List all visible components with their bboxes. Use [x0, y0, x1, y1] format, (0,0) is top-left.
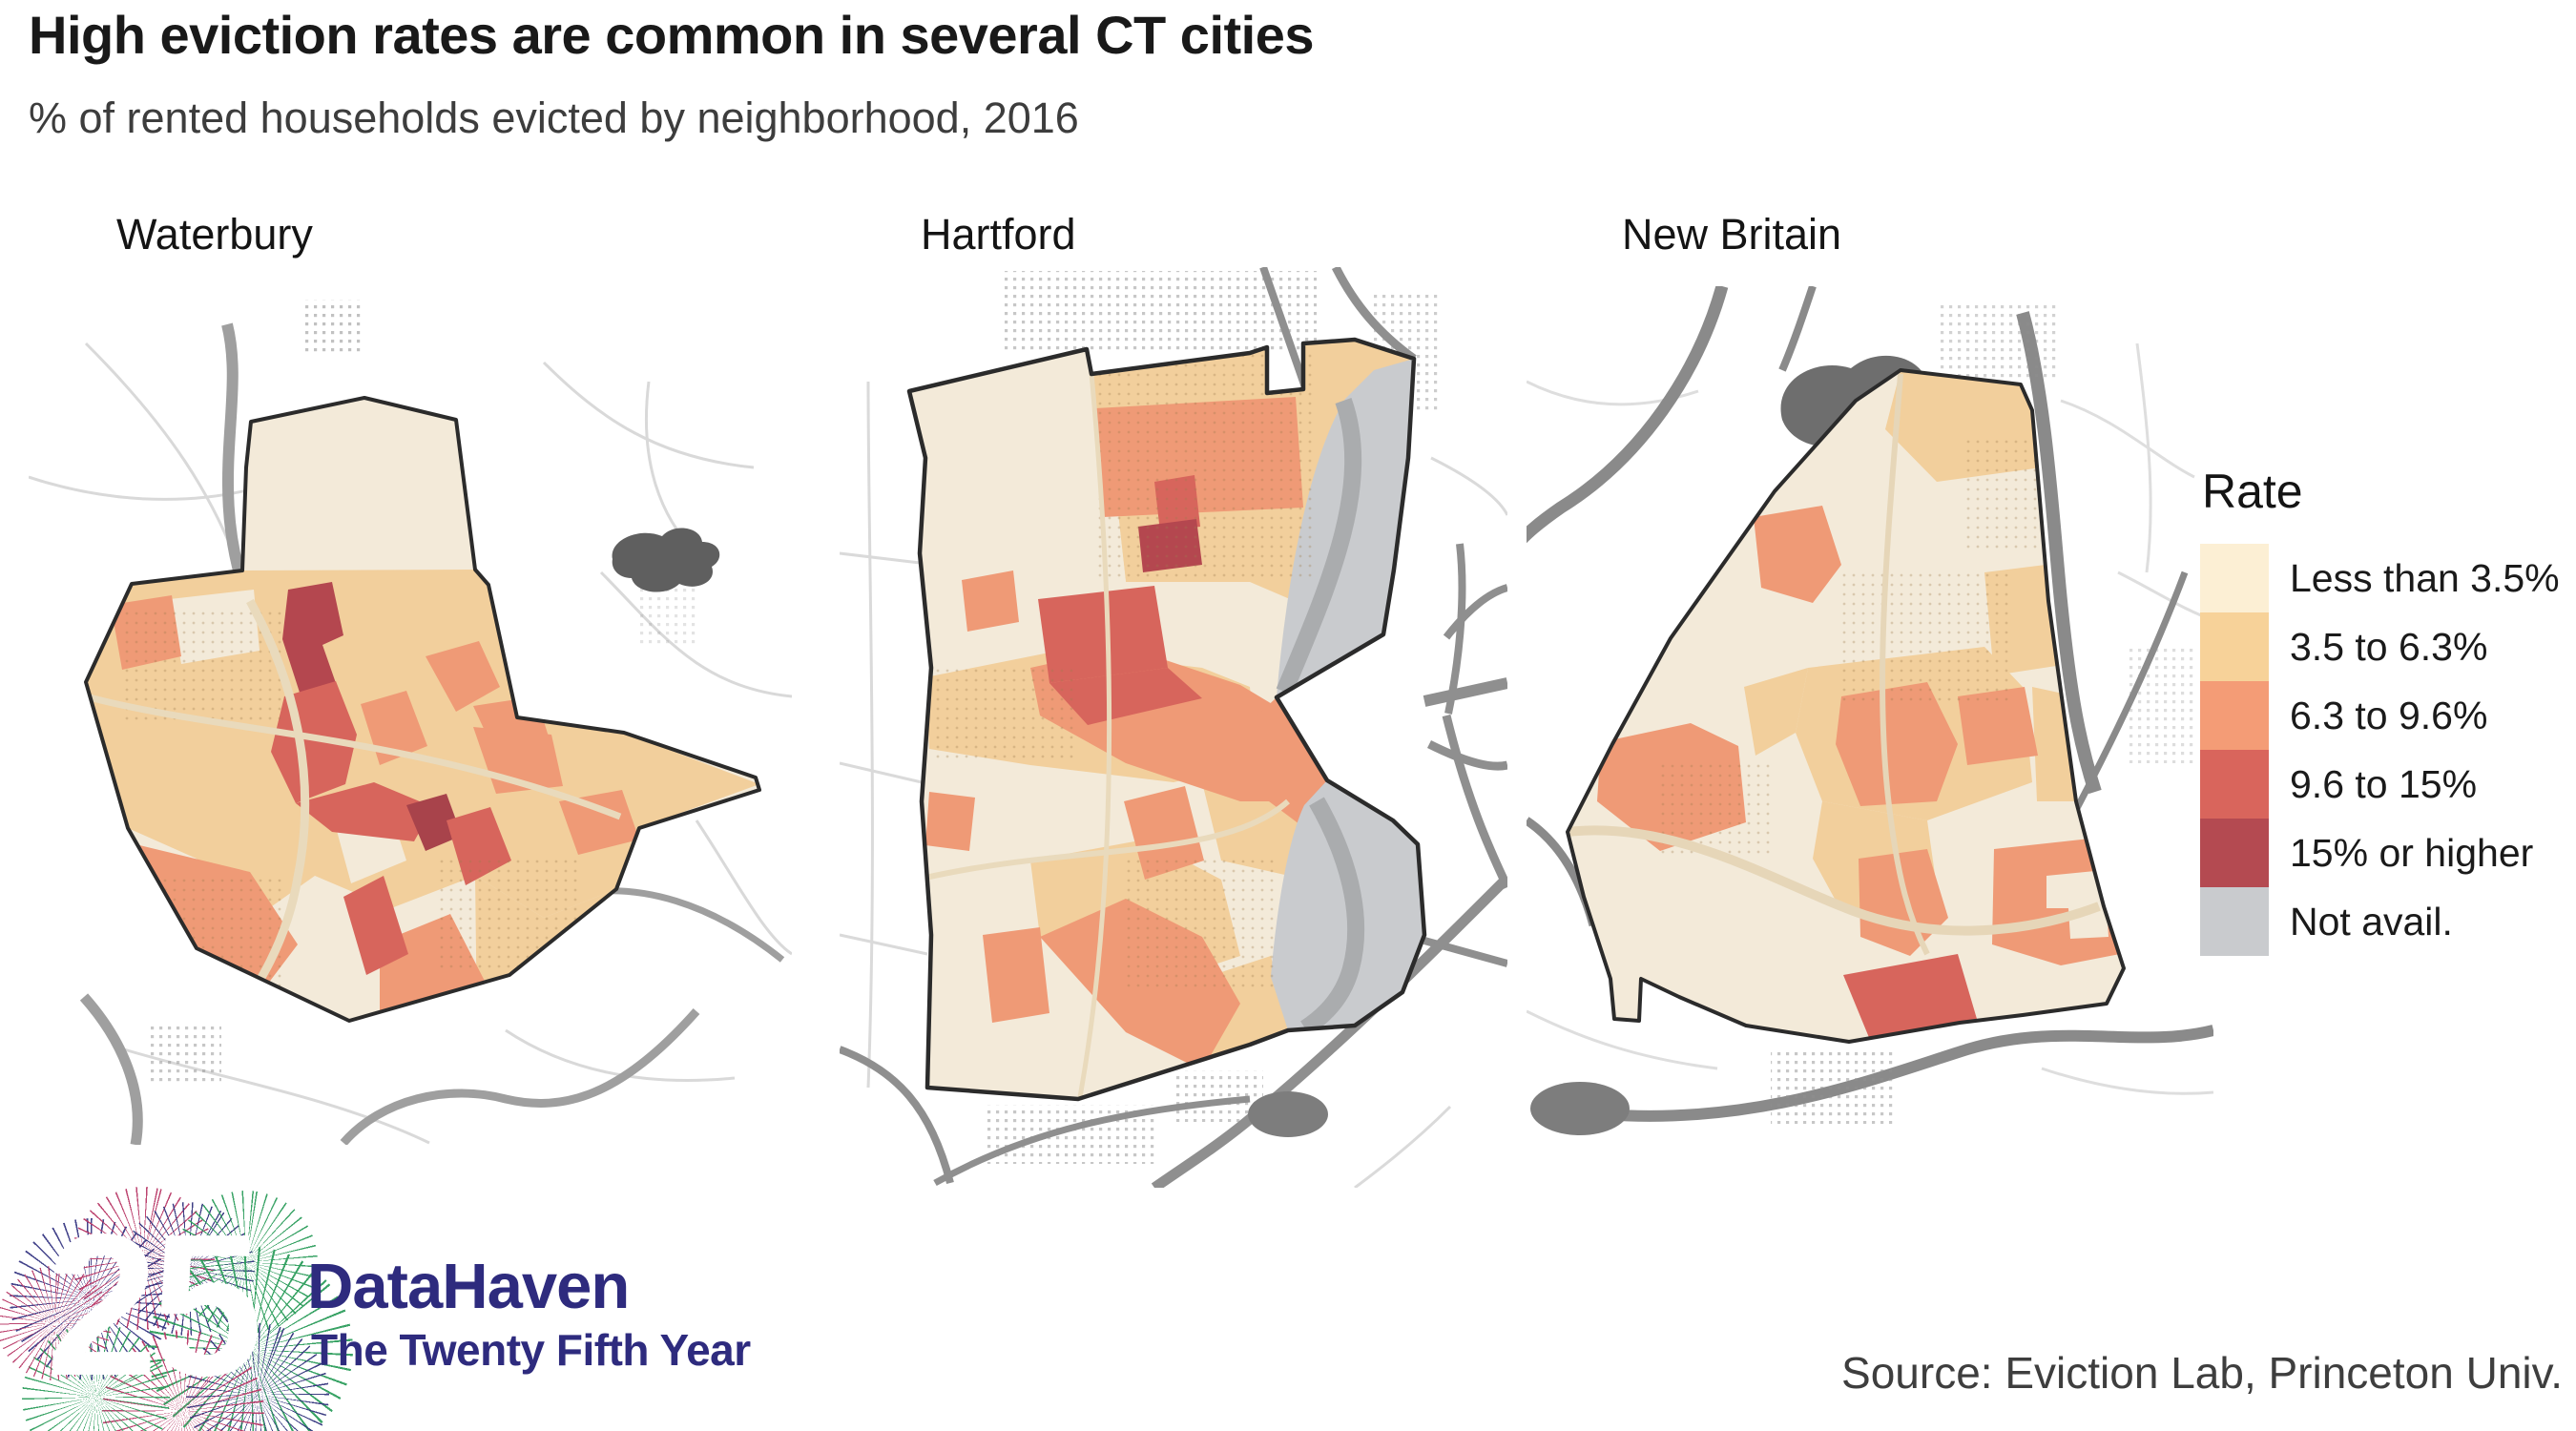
- panel-title-new-britain: New Britain: [1622, 210, 1842, 259]
- water-body: [1530, 1082, 1630, 1135]
- legend-label: Less than 3.5%: [2290, 555, 2560, 600]
- legend-item: 3.5 to 6.3%: [2200, 612, 2574, 681]
- urban-stipple: [1002, 271, 1317, 351]
- tracts: [909, 340, 1424, 1099]
- legend-item: Less than 3.5%: [2200, 544, 2574, 612]
- urban-stipple: [149, 1023, 221, 1082]
- tracts: [86, 398, 759, 1021]
- datahaven-logo-icon: [0, 1172, 395, 1431]
- urban-stipple: [2128, 649, 2194, 763]
- legend-swatch: [2200, 819, 2269, 887]
- logo-tagline: The Twenty Fifth Year: [311, 1325, 751, 1375]
- legend-swatch: [2200, 750, 2269, 819]
- legend-label: 9.6 to 15%: [2290, 761, 2478, 806]
- background-roads: [840, 381, 1507, 1188]
- city-boundary: [906, 337, 1427, 1102]
- city-boundary: [1566, 368, 2126, 1044]
- logo-wordmark: DataHaven: [307, 1251, 630, 1322]
- new-britain-map: [1527, 286, 2213, 1135]
- major-roads: [840, 267, 1507, 1188]
- city-boundary: [84, 396, 761, 1023]
- legend-swatch: [2200, 612, 2269, 681]
- legend-swatch: [2200, 544, 2269, 612]
- urban-stipple: [1771, 1049, 1895, 1124]
- major-roads: [1527, 286, 2213, 1122]
- panel-title-hartford: Hartford: [921, 210, 1076, 259]
- water-body: [612, 528, 720, 592]
- legend-label: 3.5 to 6.3%: [2290, 624, 2488, 669]
- hartford-map: [840, 267, 1507, 1188]
- page-title: High eviction rates are common in severa…: [29, 5, 1315, 65]
- legend-item: 6.3 to 9.6%: [2200, 681, 2574, 750]
- legend-swatch: [2200, 887, 2269, 956]
- legend-item: Not avail.: [2200, 887, 2574, 956]
- legend-item: 15% or higher: [2200, 819, 2574, 887]
- water-body: [1248, 1091, 1328, 1137]
- legend-title: Rate: [2202, 465, 2303, 518]
- legend-label: 15% or higher: [2290, 830, 2534, 875]
- urban-stipple: [301, 300, 363, 355]
- source-note: Source: Eviction Lab, Princeton Univ.: [1841, 1348, 2563, 1398]
- page-subtitle: % of rented households evicted by neighb…: [29, 93, 1079, 142]
- legend-item: 9.6 to 15%: [2200, 750, 2574, 819]
- legend-swatch: [2200, 681, 2269, 750]
- legend: Rate Less than 3.5% 3.5 to 6.3% 6.3 to 9…: [2200, 464, 2574, 956]
- panel-title-waterbury: Waterbury: [116, 210, 313, 259]
- logo-number: 25: [46, 1192, 263, 1418]
- legend-label: Not avail.: [2290, 899, 2453, 944]
- legend-label: 6.3 to 9.6%: [2290, 693, 2488, 737]
- waterbury-map: [29, 300, 792, 1145]
- urban-stipple: [1937, 301, 2061, 378]
